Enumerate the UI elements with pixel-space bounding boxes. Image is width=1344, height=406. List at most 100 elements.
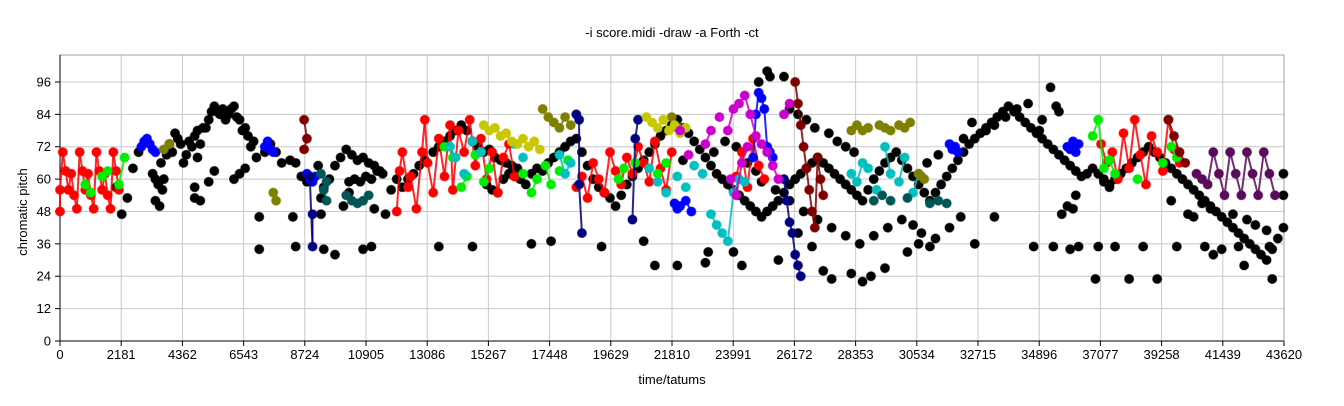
note-point-magenta [742,141,753,152]
series-link [578,184,583,234]
note-point-black [329,249,341,260]
note-point-black [467,241,478,252]
note-point-black [919,187,930,198]
note-point-black [545,236,557,247]
note-point-black [1073,241,1084,252]
note-point-black [865,271,877,282]
note-point-black [719,136,731,147]
note-point-black [1261,225,1272,236]
note-point-black [290,241,301,252]
note-point-teal [941,198,952,209]
note-point-black [941,171,952,182]
note-point-purple [1219,190,1230,201]
note-point-black [930,233,941,244]
note-point-black [1045,82,1056,93]
note-point-black [1053,106,1065,117]
note-point-green [613,174,624,185]
note-point-green [1087,130,1098,142]
note-point-red [753,160,764,171]
note-point-black [596,241,607,252]
x-tick-label: 43620 [1266,347,1302,362]
y-tick-label: 36 [37,236,51,251]
note-point-black [254,244,265,255]
note-point-green [456,182,467,193]
note-point-red [621,152,632,163]
note-point-darkblue [574,114,585,125]
note-point-black [195,195,206,206]
note-point-darkblue [304,171,315,182]
note-point-black [1000,111,1011,123]
note-point-black [882,222,893,233]
series-link [92,152,98,209]
note-point-black [966,117,978,128]
note-point-black [1261,254,1272,266]
note-point-magenta [722,125,733,136]
x-tick-label: 21810 [654,347,690,362]
series-link [491,151,499,193]
x-tick-label: 19629 [593,347,629,362]
note-point-teal [321,195,332,206]
y-axis-label: chromatic pitch [15,168,30,255]
note-point-black [1093,241,1104,252]
note-point-magenta [739,90,750,101]
note-point-olive [919,174,930,185]
note-point-black [868,174,879,185]
note-point-black [989,120,1000,131]
series-yellow [478,111,691,155]
note-point-black [122,192,133,204]
note-point-red [419,114,430,125]
note-point-black [891,147,902,158]
note-point-black [377,168,388,179]
series-link [75,152,81,209]
note-point-black [806,241,818,252]
note-point-black [933,149,944,160]
note-point-black [857,276,868,287]
series-magenta [675,90,795,201]
series-link [415,152,423,209]
note-point-black [863,184,874,196]
note-point-cyan [475,147,487,158]
note-point-black [287,211,299,222]
note-point-black [186,141,197,152]
note-point-red [588,157,599,169]
note-point-black [849,147,860,158]
note-point-green [517,168,529,179]
note-point-red [649,136,660,147]
note-point-darkred [815,174,826,185]
note-point-black [335,152,346,163]
note-point-black [203,176,214,187]
x-tick-label: 2181 [107,347,136,362]
x-tick-label: 15267 [470,347,506,362]
note-point-yellow [501,128,512,139]
note-point-red [428,187,439,198]
note-point-green [85,187,96,198]
note-point-red [394,165,405,177]
y-tick-label: 84 [37,107,51,122]
note-point-purple [1241,147,1253,158]
note-point-green [1098,163,1109,174]
x-tick-label: 10905 [348,347,384,362]
note-point-yellow [517,133,529,144]
note-point-black [1028,241,1039,252]
series-link [631,138,637,220]
note-point-red [405,171,416,182]
note-point-olive [270,195,282,206]
note-point-green [540,160,551,171]
note-point-black [736,260,747,271]
note-point-yellow [658,114,669,125]
note-point-black [840,141,851,152]
note-point-black [1216,244,1227,255]
y-tick-label: 12 [37,301,51,316]
note-point-darkblue [632,114,644,125]
note-point-black [1182,209,1194,220]
note-point-black [1056,209,1067,220]
data-marks [54,66,1289,287]
note-point-black [1233,241,1244,252]
note-point-black [181,149,192,160]
note-point-cyan [559,168,571,179]
series-link [479,138,488,180]
series-link [1133,119,1142,155]
note-point-green [1157,157,1168,169]
note-point-darkblue [307,241,318,252]
note-point-darkblue [630,133,641,144]
